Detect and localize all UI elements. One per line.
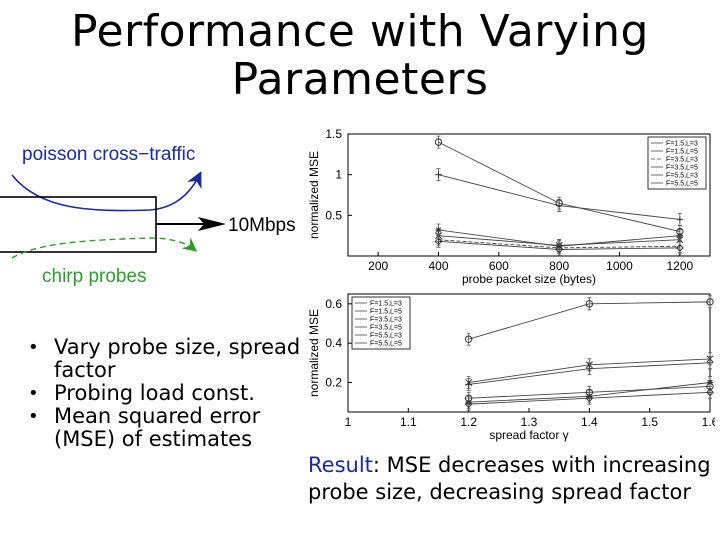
data-point [434, 138, 443, 146]
error-bar [557, 243, 562, 256]
error-bar [708, 385, 712, 399]
result-text: Result: MSE decreases with increasing pr… [308, 452, 718, 506]
slide-title: Performance with Varying Parameters [71, 6, 649, 105]
error-bar [587, 391, 592, 405]
data-point [706, 388, 714, 397]
series-F=5.5,L=5 [434, 135, 684, 238]
x-tick-label: 1.6 [702, 415, 715, 429]
result-keyword: Result [308, 453, 373, 477]
legend-entry: F=1.5,L=5 [666, 149, 698, 156]
x-tick-label: 800 [549, 259, 569, 273]
data-point [676, 227, 684, 236]
data-point [675, 243, 684, 252]
data-point [585, 394, 594, 403]
x-tick-label: 600 [489, 259, 509, 273]
cross-traffic-label: poisson cross−traffic [22, 144, 195, 165]
legend-entry: F=1.5,L=3 [370, 301, 402, 308]
link-arrow-head [198, 217, 226, 231]
data-point [706, 359, 714, 367]
chirp-probes-label: chirp probes [42, 266, 147, 287]
legend-entry: F=3.5,L=3 [370, 317, 402, 324]
legend-entry: F=3.5,L=5 [370, 325, 402, 332]
data-point [706, 298, 714, 306]
error-bar [436, 234, 441, 248]
router-box [0, 196, 157, 253]
error-bar [677, 241, 682, 255]
x-tick-label: 1200 [666, 259, 693, 273]
chart-mse-vs-spread-factor: normalized MSE 0.2 0.4 0.6 1 1.1 1.2 1.3 1.4 1.5 1… [307, 293, 715, 442]
data-point [555, 245, 564, 254]
y-tick-label: 0.6 [325, 297, 342, 311]
legend-entry: F=5.5,L=5 [666, 181, 698, 188]
data-point [676, 216, 684, 223]
data-point [435, 171, 442, 178]
chart-mse-vs-packet-size: normalized MSE 0.5 1 1.5 200 400 600 800 1000 120… [307, 128, 711, 286]
data-point [706, 379, 714, 386]
x-tick-label: 1.1 [400, 415, 417, 429]
y-tick-label: 1 [335, 168, 342, 182]
y-tick-label: 1.5 [325, 128, 342, 141]
legend-entry: F=5.5,L=3 [666, 173, 698, 180]
x-axis-label: spread factor γ [489, 428, 568, 442]
legend-entry: F=3.5,L=5 [666, 165, 698, 172]
data-point [586, 365, 593, 372]
error-bar [436, 135, 441, 149]
error-bar [466, 397, 471, 411]
legend-entry: F=5.5,L=3 [370, 333, 402, 340]
y-axis-label: normalized MSE [307, 151, 321, 239]
cross-traffic-arrow [11, 171, 202, 212]
chirp-probes-arrow [11, 237, 198, 259]
data-point [464, 400, 473, 409]
legend: F=1.5,L=3F=1.5,L=5F=3.5,L=3F=3.5,L=5F=5.… [647, 136, 707, 190]
legend-box [351, 296, 411, 350]
x-tick-label: 1.3 [521, 415, 538, 429]
error-bar [466, 332, 471, 346]
data-point [585, 300, 594, 308]
series-F=5.5,L=5 [464, 295, 714, 346]
data-point [435, 226, 442, 234]
bullet-item: Probing load const. [22, 382, 322, 406]
x-tick-label: 1000 [606, 259, 633, 273]
y-tick-label: 0.4 [325, 336, 342, 350]
legend-entry: F=5.5,L=5 [370, 341, 402, 348]
x-tick-label: 400 [428, 259, 448, 273]
error-bar [708, 295, 712, 309]
data-point [555, 199, 563, 207]
series-F=1.5,L=5 [465, 356, 714, 391]
legend: F=1.5,L=3F=1.5,L=5F=3.5,L=3F=3.5,L=5F=5.… [351, 296, 411, 350]
bullet-item: Mean squared error (MSE) of estimates [22, 405, 322, 451]
legend-box [647, 136, 707, 190]
x-tick-label: 1 [345, 415, 352, 429]
error-bar [587, 297, 592, 311]
x-axis-label: probe packet size (bytes) [462, 272, 596, 286]
data-point [464, 335, 473, 343]
link-speed-label: 10Mbps [228, 215, 296, 236]
data-point [465, 381, 472, 388]
y-tick-label: 0.5 [325, 208, 342, 222]
legend-entry: F=3.5,L=3 [666, 157, 698, 164]
bullet-item: Vary probe size, spread factor [22, 336, 322, 382]
x-tick-label: 1.5 [641, 415, 658, 429]
result-body: : MSE decreases with increasing probe si… [308, 453, 711, 504]
series-F=5.5,L=3 [464, 385, 714, 411]
x-tick-label: 200 [368, 259, 388, 273]
x-tick-label: 1.4 [581, 415, 598, 429]
network-diagram: poisson cross−traffic 10Mbps chirp probe… [0, 144, 296, 287]
series-F=5.5,L=3 [434, 234, 684, 256]
x-tick-label: 1.2 [460, 415, 477, 429]
y-axis-label: normalized MSE [307, 309, 321, 397]
error-bar [677, 225, 682, 238]
legend-entry: F=1.5,L=5 [370, 309, 402, 316]
y-tick-label: 0.2 [325, 376, 342, 390]
legend-entry: F=1.5,L=3 [666, 141, 698, 148]
error-bar [557, 196, 562, 210]
bullet-list: Vary probe size, spread factor Probing l… [22, 336, 322, 451]
data-point [434, 237, 443, 246]
